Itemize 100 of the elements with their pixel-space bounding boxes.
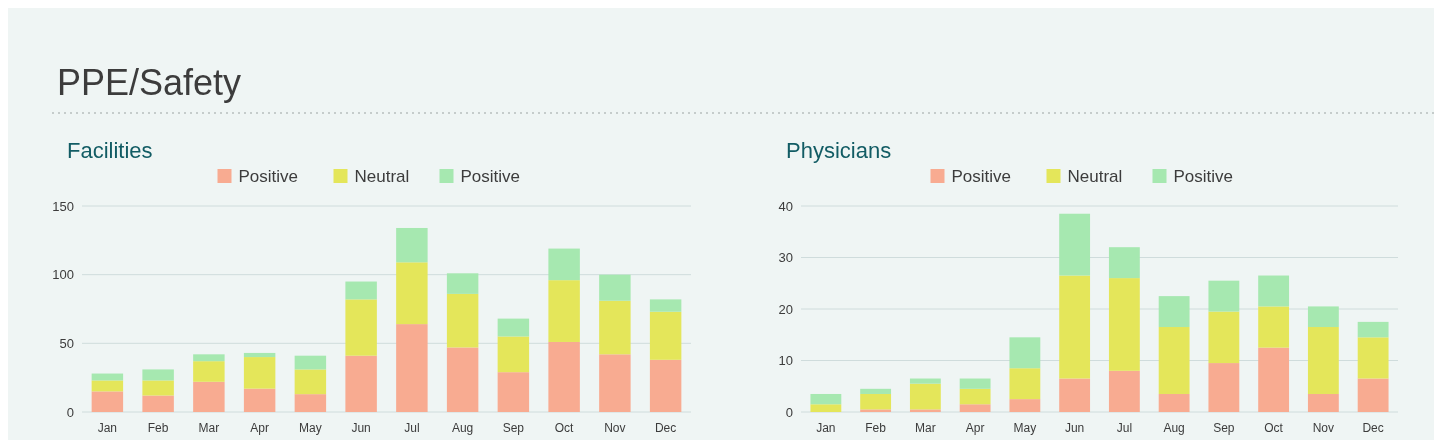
bar (1158, 393, 1190, 412)
bar (243, 388, 276, 412)
bar (1108, 370, 1140, 412)
bar (497, 372, 530, 412)
bar (860, 409, 892, 412)
bar (1258, 347, 1290, 412)
x-tick-label: Oct (554, 421, 575, 435)
x-tick-label: Mar (198, 421, 220, 435)
bar (345, 299, 377, 356)
y-tick-label: 20 (778, 301, 793, 317)
x-tick-label: Jul (1116, 421, 1133, 435)
bar (396, 227, 428, 263)
chart-title: Facilities (67, 138, 153, 163)
bar (810, 404, 842, 412)
bar (345, 355, 377, 412)
bar (446, 347, 479, 412)
x-tick-label: Apr (965, 421, 985, 435)
x-tick-label: Jun (351, 421, 371, 435)
bar (1009, 399, 1041, 412)
x-tick-label: Aug (451, 421, 474, 435)
bar (1059, 378, 1091, 412)
y-tick-label: 30 (778, 250, 793, 266)
bar (1059, 275, 1091, 379)
bar (959, 404, 991, 412)
x-tick-label: Apr (250, 421, 269, 435)
bar (1208, 311, 1240, 364)
bar (860, 393, 892, 410)
bar (1158, 327, 1190, 394)
x-tick-label: Sep (1213, 421, 1235, 435)
bar (1357, 321, 1389, 338)
x-tick-label: Dec (1362, 421, 1384, 435)
bar (548, 248, 580, 281)
bar (1357, 337, 1389, 379)
y-tick-label: 150 (52, 198, 74, 214)
x-tick-label: Oct (1264, 421, 1284, 435)
x-tick-label: Jan (816, 421, 836, 435)
bar (548, 341, 580, 412)
bar (1208, 363, 1240, 412)
bar (599, 274, 631, 301)
bar (1258, 275, 1290, 307)
bar (649, 311, 682, 360)
bar (91, 380, 124, 392)
bar (1108, 278, 1140, 371)
y-tick-label: 40 (778, 198, 793, 214)
bar (649, 299, 682, 312)
bar (1108, 247, 1140, 279)
bar (548, 280, 580, 342)
bar (1059, 213, 1091, 276)
bar (1009, 337, 1041, 369)
bar (959, 388, 991, 405)
bar (193, 381, 225, 412)
x-tick-label: May (299, 421, 322, 435)
bar (599, 354, 631, 412)
bar (1208, 280, 1240, 312)
bar (294, 355, 327, 370)
bar (396, 262, 428, 325)
chart-title: Physicians (786, 138, 892, 163)
bar (396, 324, 428, 412)
bar (142, 395, 174, 412)
legend-label: Positive (238, 167, 299, 186)
bar (1009, 368, 1041, 400)
x-tick-label: Aug (1163, 421, 1185, 435)
x-tick-label: Jun (1064, 421, 1085, 435)
bar (909, 409, 941, 412)
bar (345, 281, 377, 300)
bar (294, 369, 327, 395)
bar (810, 393, 842, 405)
bar (860, 388, 892, 394)
bar (193, 361, 225, 382)
text: PPE/Safety (57, 62, 242, 103)
x-tick-label: Jan (97, 421, 118, 435)
bar (1357, 378, 1389, 412)
legend-label: Positive (1173, 167, 1234, 186)
bar (1258, 306, 1290, 348)
bar (142, 380, 174, 396)
bar (142, 369, 174, 381)
bar (649, 359, 682, 412)
bar (1307, 393, 1339, 412)
bar (909, 378, 941, 384)
legend-label: Neutral (354, 167, 410, 186)
y-tick-label: 10 (778, 353, 793, 369)
x-tick-label: Dec (654, 421, 677, 435)
x-tick-label: Sep (502, 421, 525, 435)
bar (599, 300, 631, 355)
y-tick-label: 0 (66, 404, 74, 420)
legend-label: Neutral (1067, 167, 1123, 186)
bar (497, 336, 530, 373)
bar (959, 378, 991, 389)
bar (243, 357, 276, 389)
legend-label: Positive (460, 167, 521, 186)
bar (243, 352, 276, 358)
legend-label: Positive (951, 167, 1012, 186)
bar (294, 394, 327, 412)
x-tick-label: Feb (865, 421, 887, 435)
bar (193, 354, 225, 362)
x-tick-label: Mar (915, 421, 936, 435)
y-tick-label: 0 (785, 404, 793, 420)
y-tick-label: 50 (59, 335, 74, 351)
x-tick-label: Jul (404, 421, 420, 435)
bar (91, 391, 124, 412)
